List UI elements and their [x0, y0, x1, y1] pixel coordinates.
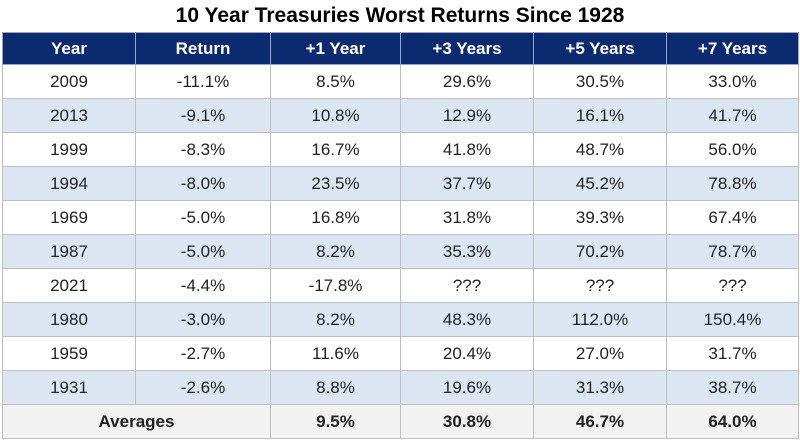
table-row: 2009 -11.1% 8.5% 29.6% 30.5% 33.0% — [2, 64, 799, 99]
table-row: 2021 -4.4% -17.8%????????? — [2, 268, 799, 303]
cell-plus-7-years: 38.7% — [666, 370, 799, 405]
cell-year: 1959 — [2, 336, 136, 371]
cell-year: 2009 — [2, 64, 136, 99]
cell-plus-1-year: 10.8% — [270, 98, 401, 133]
cell-plus-3-years: ??? — [400, 268, 534, 303]
table-row: 1931 -2.6% 8.8% 19.6% 31.3% 38.7% — [2, 370, 799, 405]
table-row: 1999 -8.3% 16.7% 41.8% 48.7% 56.0% — [2, 132, 799, 167]
cell-plus-1-year: 23.5% — [270, 166, 401, 201]
cell-plus-1-year: -17.8% — [270, 268, 401, 303]
cell-plus-5-years: 45.2% — [533, 166, 667, 201]
table-body: 2009 -11.1% 8.5% 29.6% 30.5% 33.0% 2013 -9.1% 10… — [2, 64, 799, 405]
cell-year: 2021 — [2, 268, 136, 303]
cell-plus-5-years: 39.3% — [533, 200, 667, 235]
cell-plus-1-year: 8.5% — [270, 64, 401, 99]
average-plus-7-years: 64.0% — [666, 404, 799, 439]
cell-return: -5.0% — [135, 234, 271, 269]
cell-plus-3-years: 29.6% — [400, 64, 534, 99]
header-row: Year Return +1 Year +3 Years +5 Years +7… — [2, 32, 799, 65]
cell-plus-7-years: 78.7% — [666, 234, 799, 269]
cell-year: 1969 — [2, 200, 136, 235]
cell-plus-7-years: 67.4% — [666, 200, 799, 235]
cell-plus-3-years: 12.9% — [400, 98, 534, 133]
cell-plus-1-year: 16.7% — [270, 132, 401, 167]
header-plus-1-year: +1 Year — [270, 32, 401, 65]
header-year: Year — [2, 32, 136, 65]
average-plus-3-years: 30.8% — [400, 404, 534, 439]
cell-plus-5-years: 30.5% — [533, 64, 667, 99]
cell-year: 1980 — [2, 302, 136, 337]
cell-year: 1931 — [2, 370, 136, 405]
cell-year: 1987 — [2, 234, 136, 269]
returns-table: Year Return +1 Year +3 Years +5 Years +7… — [2, 32, 799, 439]
cell-plus-3-years: 31.8% — [400, 200, 534, 235]
cell-year: 1994 — [2, 166, 136, 201]
cell-return: -5.0% — [135, 200, 271, 235]
cell-plus-1-year: 8.2% — [270, 302, 401, 337]
cell-plus-7-years: ??? — [666, 268, 799, 303]
cell-return: -9.1% — [135, 98, 271, 133]
cell-year: 1999 — [2, 132, 136, 167]
header-plus-7-years: +7 Years — [666, 32, 799, 65]
header-plus-5-years: +5 Years — [533, 32, 667, 65]
cell-plus-3-years: 41.8% — [400, 132, 534, 167]
chart-title: 10 Year Treasuries Worst Returns Since 1… — [175, 4, 625, 27]
table-row: 1994 -8.0% 23.5% 37.7% 45.2% 78.8% — [2, 166, 799, 201]
table-row: 1987 -5.0% 8.2% 35.3% 70.2% 78.7% — [2, 234, 799, 269]
cell-plus-1-year: 8.8% — [270, 370, 401, 405]
cell-plus-1-year: 16.8% — [270, 200, 401, 235]
table-row: 2013 -9.1% 10.8% 12.9% 16.1% 41.7% — [2, 98, 799, 133]
cell-plus-5-years: 70.2% — [533, 234, 667, 269]
cell-plus-5-years: 112.0% — [533, 302, 667, 337]
header-return: Return — [135, 32, 271, 65]
cell-plus-1-year: 8.2% — [270, 234, 401, 269]
table-row: 1969 -5.0% 16.8% 31.8% 39.3% 67.4% — [2, 200, 799, 235]
cell-plus-5-years: 16.1% — [533, 98, 667, 133]
cell-plus-3-years: 35.3% — [400, 234, 534, 269]
cell-return: -2.7% — [135, 336, 271, 371]
cell-plus-7-years: 41.7% — [666, 98, 799, 133]
averages-label: Averages — [2, 404, 271, 439]
cell-plus-5-years: 31.3% — [533, 370, 667, 405]
cell-plus-1-year: 11.6% — [270, 336, 401, 371]
average-plus-5-years: 46.7% — [533, 404, 667, 439]
cell-plus-3-years: 37.7% — [400, 166, 534, 201]
cell-plus-5-years: ??? — [533, 268, 667, 303]
cell-plus-3-years: 20.4% — [400, 336, 534, 371]
cell-plus-7-years: 56.0% — [666, 132, 799, 167]
average-plus-1-year: 9.5% — [270, 404, 401, 439]
cell-return: -2.6% — [135, 370, 271, 405]
cell-plus-7-years: 150.4% — [666, 302, 799, 337]
cell-return: -8.0% — [135, 166, 271, 201]
cell-plus-3-years: 48.3% — [400, 302, 534, 337]
cell-plus-5-years: 48.7% — [533, 132, 667, 167]
cell-plus-7-years: 33.0% — [666, 64, 799, 99]
cell-year: 2013 — [2, 98, 136, 133]
table-row: 1959 -2.7% 11.6% 20.4% 27.0% 31.7% — [2, 336, 799, 371]
cell-plus-5-years: 27.0% — [533, 336, 667, 371]
cell-return: -3.0% — [135, 302, 271, 337]
cell-plus-7-years: 31.7% — [666, 336, 799, 371]
cell-plus-3-years: 19.6% — [400, 370, 534, 405]
averages-row: Averages 9.5% 30.8% 46.7% 64.0% — [2, 404, 799, 439]
cell-return: -8.3% — [135, 132, 271, 167]
header-plus-3-years: +3 Years — [400, 32, 534, 65]
cell-plus-7-years: 78.8% — [666, 166, 799, 201]
cell-return: -11.1% — [135, 64, 271, 99]
table-row: 1980 -3.0% 8.2% 48.3% 112.0% 150.4% — [2, 302, 799, 337]
cell-return: -4.4% — [135, 268, 271, 303]
